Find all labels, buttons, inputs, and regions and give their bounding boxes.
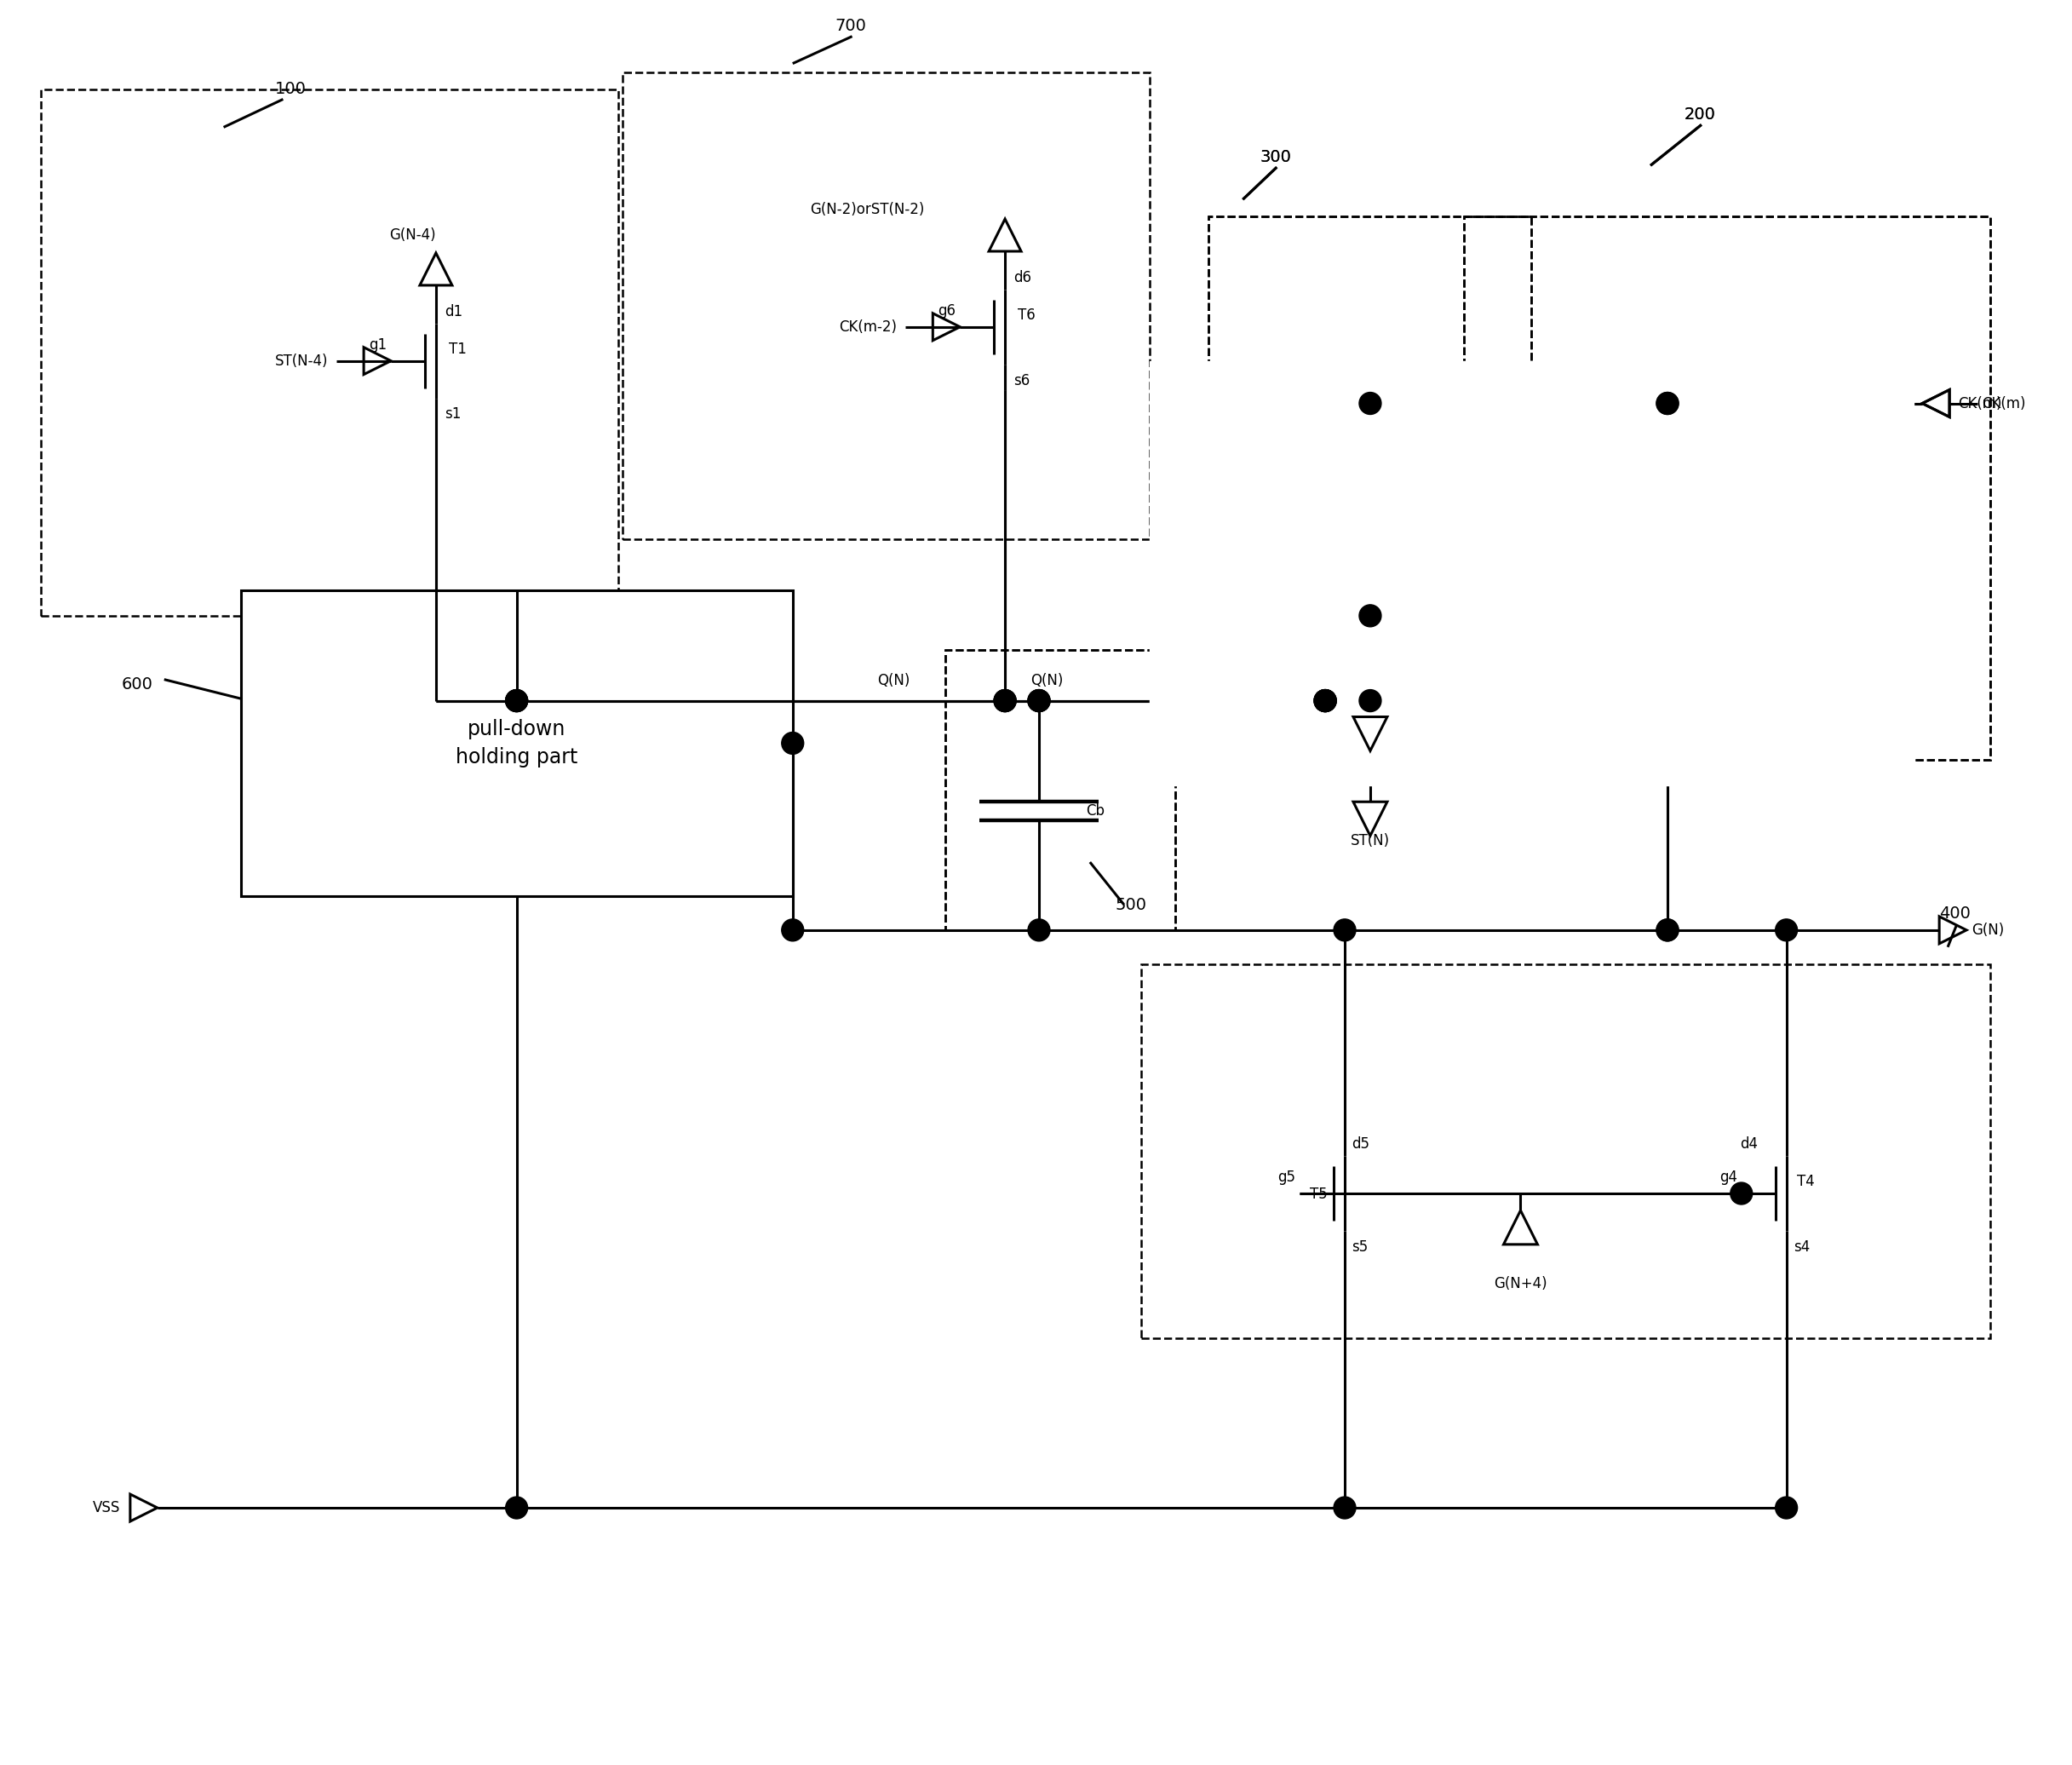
Text: T2: T2: [1678, 681, 1695, 697]
Circle shape: [781, 920, 804, 941]
Text: s2: s2: [1674, 662, 1691, 678]
Text: pull-down
holding part: pull-down holding part: [456, 718, 578, 768]
Text: ST(N): ST(N): [1351, 833, 1390, 849]
Circle shape: [1314, 690, 1336, 711]
Text: d1: d1: [443, 304, 462, 319]
Text: CK(m): CK(m): [1958, 395, 2002, 411]
Text: 600: 600: [122, 676, 153, 692]
Circle shape: [1334, 1497, 1355, 1520]
Bar: [240, 590, 794, 897]
Circle shape: [1028, 690, 1051, 711]
Text: 300: 300: [1260, 150, 1291, 166]
Circle shape: [1656, 920, 1678, 941]
Bar: [1208, 217, 1531, 761]
Text: d3: d3: [1378, 560, 1394, 574]
Circle shape: [1359, 392, 1382, 415]
Bar: [1142, 964, 1991, 1338]
Text: VSS: VSS: [93, 1500, 120, 1516]
Text: g2: g2: [1600, 676, 1618, 692]
Text: G(N+4): G(N+4): [1494, 1276, 1548, 1292]
Text: 300: 300: [1260, 150, 1291, 166]
Bar: [1463, 217, 1991, 761]
Text: d5: d5: [1351, 1137, 1370, 1153]
Circle shape: [1028, 690, 1051, 711]
Text: T2: T2: [1678, 597, 1695, 611]
Text: T1: T1: [450, 341, 466, 357]
Bar: [1208, 217, 1531, 761]
Text: G(N): G(N): [1973, 923, 2004, 937]
Text: ST(N-4): ST(N-4): [276, 353, 327, 369]
Circle shape: [1359, 605, 1382, 627]
Text: ST(N): ST(N): [1351, 748, 1390, 764]
Text: 100: 100: [276, 81, 307, 97]
Text: d2: d2: [1620, 644, 1639, 658]
Circle shape: [1776, 920, 1796, 941]
Circle shape: [1334, 920, 1355, 941]
Circle shape: [1314, 690, 1336, 711]
Text: T3: T3: [1380, 681, 1399, 697]
Circle shape: [1656, 392, 1678, 415]
Bar: [41, 88, 620, 616]
Circle shape: [781, 732, 804, 754]
Circle shape: [1314, 690, 1336, 711]
Bar: [624, 72, 1150, 540]
Circle shape: [995, 690, 1015, 711]
Circle shape: [1028, 920, 1051, 941]
Circle shape: [1656, 392, 1678, 415]
Text: s5: s5: [1351, 1239, 1368, 1255]
Circle shape: [1730, 1183, 1753, 1204]
Bar: [1150, 360, 1915, 785]
Text: G(N-2)orST(N-2): G(N-2)orST(N-2): [810, 201, 924, 217]
Bar: [945, 650, 1175, 930]
Circle shape: [506, 690, 528, 711]
Text: g3: g3: [1303, 676, 1322, 692]
Text: T6: T6: [1017, 307, 1036, 323]
Text: 700: 700: [835, 18, 866, 34]
Text: Q(N): Q(N): [1030, 672, 1063, 688]
Circle shape: [1028, 690, 1051, 711]
Text: s3: s3: [1378, 747, 1394, 762]
Text: 200: 200: [1685, 108, 1716, 124]
Circle shape: [1314, 690, 1336, 711]
Text: d6: d6: [1013, 270, 1032, 286]
Text: d3: d3: [1378, 644, 1394, 658]
Text: g6: g6: [939, 304, 955, 318]
Circle shape: [995, 690, 1015, 711]
Text: G(N-4): G(N-4): [390, 228, 435, 244]
Text: d4: d4: [1740, 1137, 1757, 1153]
Text: T4: T4: [1796, 1174, 1815, 1190]
Text: Q(N): Q(N): [879, 672, 910, 688]
Text: s3: s3: [1378, 662, 1394, 678]
Bar: [945, 650, 1175, 930]
Text: g4: g4: [1720, 1170, 1736, 1184]
Text: g2: g2: [1600, 591, 1618, 607]
Bar: [1463, 217, 1991, 761]
Text: s1: s1: [443, 406, 460, 422]
Circle shape: [1776, 1497, 1796, 1520]
Circle shape: [1359, 690, 1382, 711]
Text: s4: s4: [1792, 1239, 1809, 1255]
Text: CK(m): CK(m): [1981, 395, 2026, 411]
Text: 400: 400: [1939, 905, 1970, 921]
Text: g5: g5: [1278, 1170, 1295, 1184]
Text: s6: s6: [1013, 372, 1030, 388]
Circle shape: [1656, 920, 1678, 941]
Text: g3: g3: [1303, 591, 1322, 607]
Text: s2: s2: [1674, 747, 1691, 762]
Text: Cb: Cb: [1086, 803, 1104, 819]
Text: g1: g1: [369, 337, 387, 353]
Text: CK(m-2): CK(m-2): [839, 319, 897, 335]
Circle shape: [995, 690, 1015, 711]
Circle shape: [506, 690, 528, 711]
Text: d2: d2: [1620, 560, 1639, 574]
Text: T3: T3: [1380, 597, 1399, 611]
Text: 200: 200: [1685, 108, 1716, 124]
Circle shape: [506, 1497, 528, 1520]
Text: 500: 500: [1115, 897, 1148, 913]
Text: T5: T5: [1310, 1186, 1328, 1202]
Circle shape: [506, 690, 528, 711]
